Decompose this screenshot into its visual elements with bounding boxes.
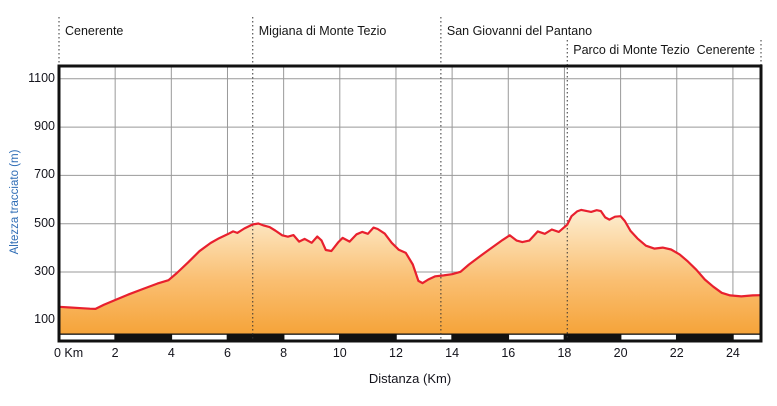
x-tick-2: 2	[111, 346, 119, 360]
y-tick-700: 700	[34, 167, 55, 182]
waypoint-label-parco-di-monte-tezio: Parco di Monte Tezio	[573, 43, 690, 57]
x-tick-6: 6	[223, 346, 231, 360]
y-tick-100: 100	[34, 312, 55, 327]
x-tick-24: 24	[725, 346, 740, 360]
waypoint-label-cenerente-start: Cenerente	[65, 24, 124, 38]
x-tick-14: 14	[445, 346, 460, 360]
waypoint-label-san-giovanni-del-pantano: San Giovanni del Pantano	[446, 24, 593, 38]
y-tick-300: 300	[34, 264, 55, 278]
waypoint-label-cenerente-end: Cenerente	[696, 43, 755, 57]
y-axis-title: Altezza tracciato (m)	[9, 149, 21, 255]
waypoint-label-migiana-di-monte-tezio: Migiana di Monte Tezio	[258, 24, 387, 38]
x-tick-8: 8	[280, 346, 288, 360]
y-tick-500: 500	[34, 215, 55, 230]
x-tick-22: 22	[669, 346, 684, 360]
x-tick-4: 4	[167, 346, 175, 360]
x-tick-16: 16	[501, 346, 516, 360]
x-tick-20: 20	[613, 346, 628, 360]
x-tick-12: 12	[389, 346, 403, 360]
y-tick-900: 900	[34, 119, 55, 134]
x-tick-0km: 0 Km	[54, 346, 84, 360]
y-tick-1100: 1100	[28, 70, 55, 85]
x-axis-title: Distanza (Km)	[368, 371, 452, 386]
x-tick-18: 18	[557, 346, 572, 360]
x-tick-10: 10	[332, 346, 347, 360]
